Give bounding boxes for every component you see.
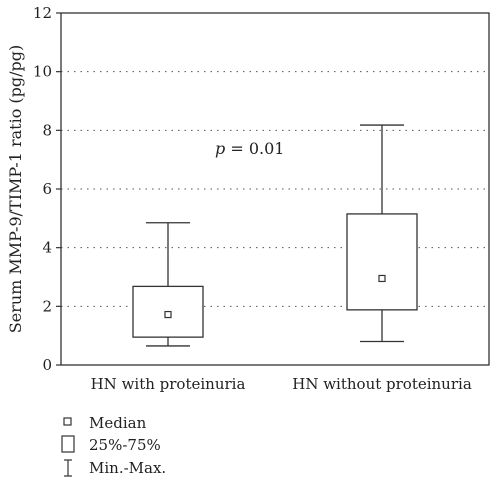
legend-iqr-label: 25%-75% xyxy=(89,436,161,454)
box-1 xyxy=(132,222,204,347)
y-axis-ticks: 0 2 4 6 8 10 12 xyxy=(33,4,61,374)
legend-whisker-marker xyxy=(64,459,72,477)
legend-median-label: Median xyxy=(89,414,147,432)
y-axis-label: Serum MMP-9/TIMP-1 ratio (pg/pg) xyxy=(6,45,25,334)
category-label-1: HN with proteinuria xyxy=(91,375,246,393)
p-value-text: = 0.01 xyxy=(225,139,284,158)
p-value-annotation: p = 0.01 xyxy=(215,139,284,158)
category-label-2: HN without proteinuria xyxy=(292,375,472,393)
legend: Median 25%-75% Min.-Max. xyxy=(61,414,166,477)
median-marker-2 xyxy=(378,274,386,283)
y-tick-label-6: 12 xyxy=(33,4,52,22)
legend-minmax-label: Min.-Max. xyxy=(89,459,166,477)
box-2 xyxy=(346,124,418,343)
p-symbol: p xyxy=(215,139,225,158)
gridlines xyxy=(61,71,489,307)
iqr-box-2 xyxy=(346,213,418,311)
median-marker-1 xyxy=(164,310,172,319)
y-tick-label-0: 0 xyxy=(42,356,52,374)
legend-median-marker xyxy=(63,417,72,426)
y-tick-label-2: 4 xyxy=(42,239,52,257)
y-tick-label-3: 6 xyxy=(42,180,52,198)
y-tick-label-4: 8 xyxy=(42,121,52,139)
y-tick-label-5: 10 xyxy=(33,63,52,81)
y-tick-label-1: 2 xyxy=(42,297,52,315)
plot-frame xyxy=(60,12,490,366)
legend-iqr-marker xyxy=(61,435,75,453)
x-axis-categories: HN with proteinuria HN without proteinuri… xyxy=(91,375,472,393)
boxes xyxy=(132,124,418,347)
